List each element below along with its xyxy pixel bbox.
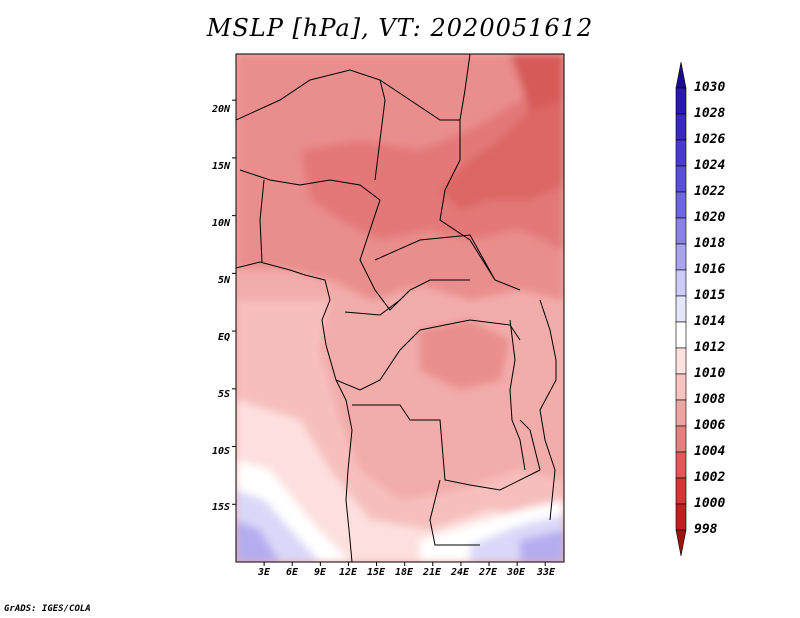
colorbar-label: 1028 — [694, 106, 726, 121]
colorbar-swatch — [675, 373, 687, 401]
chart-title: MSLP [hPa], VT: 2020051612 — [206, 14, 594, 42]
lon-label-30e: 30E — [506, 567, 526, 578]
colorbar-triangle-bottom — [675, 529, 687, 557]
colorbar-swatch — [675, 451, 687, 479]
colorbar-swatch — [675, 87, 687, 115]
lat-label-5s: 5S — [217, 389, 230, 400]
lon-label-24e: 24E — [450, 567, 470, 578]
colorbar-swatch — [675, 165, 687, 193]
lon-label-3e: 3E — [257, 567, 271, 578]
lat-label-10s: 10S — [211, 446, 230, 457]
colorbar-swatch — [675, 347, 687, 375]
lon-label-12e: 12E — [338, 567, 358, 578]
plot-frame — [235, 53, 565, 563]
colorbar-swatch — [675, 399, 687, 427]
colorbar-swatch — [675, 425, 687, 453]
lat-label-eq: EQ — [217, 332, 230, 343]
colorbar-label: 1026 — [694, 132, 726, 147]
colorbar-label: 1000 — [694, 496, 726, 511]
lon-label-18e: 18E — [394, 567, 414, 578]
colorbar-label: 1012 — [694, 340, 726, 355]
lat-label-20n: 20N — [211, 104, 230, 115]
colorbar-swatch — [675, 191, 687, 219]
lat-label-15n: 15N — [211, 161, 230, 172]
colorbar-label: 1016 — [694, 262, 726, 277]
lon-label-27e: 27E — [478, 567, 498, 578]
lon-label-6e: 6E — [285, 567, 299, 578]
colorbar-label: 1022 — [694, 184, 726, 199]
colorbar-label: 1015 — [694, 288, 726, 303]
colorbar-label: 1020 — [694, 210, 726, 225]
colorbar-swatch — [675, 269, 687, 297]
colorbar-label: 1006 — [694, 418, 726, 433]
colorbar-label: 998 — [694, 522, 718, 537]
colorbar-triangle-top — [675, 61, 687, 89]
lon-label-33e: 33E — [536, 567, 556, 578]
lon-ticks — [263, 562, 546, 566]
lat-label-5n: 5N — [217, 275, 230, 286]
colorbar-swatch — [675, 243, 687, 271]
lon-label-21e: 21E — [422, 567, 442, 578]
colorbar-swatch — [675, 139, 687, 167]
colorbar-label: 1004 — [694, 444, 726, 459]
colorbar-label: 1024 — [694, 158, 726, 173]
colorbar-label: 1008 — [694, 392, 726, 407]
lon-label-9e: 9E — [313, 567, 327, 578]
colorbar-label: 1030 — [694, 80, 726, 95]
colorbar — [675, 61, 687, 557]
lat-label-15s: 15S — [211, 502, 230, 513]
colorbar-swatch — [675, 295, 687, 323]
colorbar-label: 1010 — [694, 366, 726, 381]
lat-label-10n: 10N — [211, 218, 230, 229]
colorbar-label: 1018 — [694, 236, 726, 251]
colorbar-swatch — [675, 217, 687, 245]
country-borders — [236, 54, 557, 562]
colorbar-swatch — [675, 113, 687, 141]
pressure-field — [236, 54, 564, 562]
colorbar-swatch — [675, 321, 687, 349]
lon-label-15e: 15E — [366, 567, 386, 578]
colorbar-swatch — [675, 477, 687, 505]
colorbar-label: 1014 — [694, 314, 726, 329]
lat-ticks — [232, 99, 236, 505]
colorbar-swatch — [675, 503, 687, 531]
grads-credit: GrADS: IGES/COLA — [4, 604, 91, 614]
colorbar-label: 1002 — [694, 470, 726, 485]
